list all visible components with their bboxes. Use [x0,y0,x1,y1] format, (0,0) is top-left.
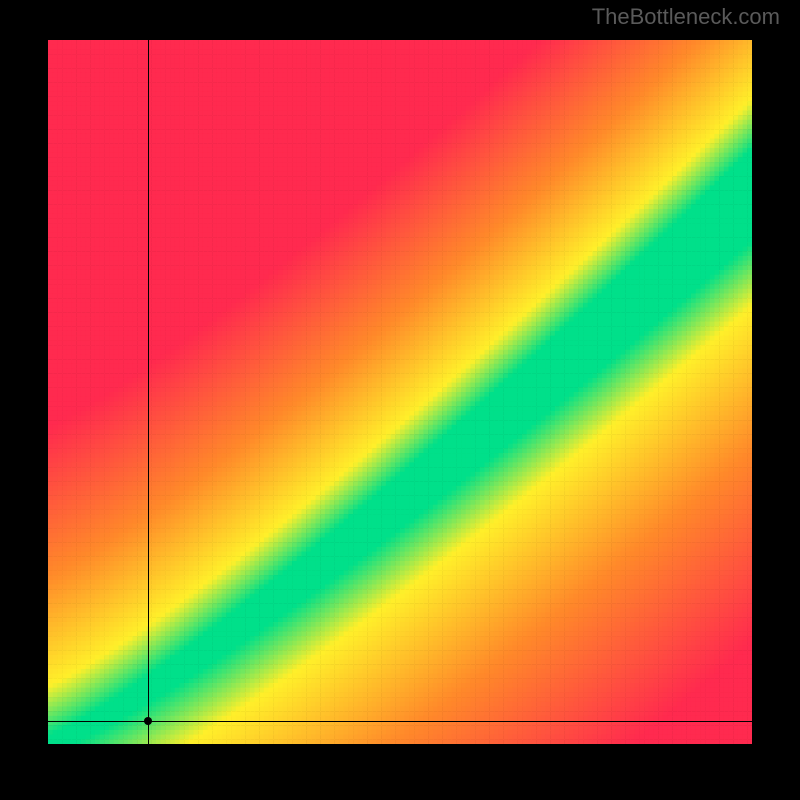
marker-point [144,717,152,725]
heatmap-canvas [48,40,752,744]
watermark-text: TheBottleneck.com [592,4,780,30]
crosshair-horizontal [48,721,768,722]
heatmap-plot [48,40,752,744]
crosshair-vertical [148,40,149,760]
